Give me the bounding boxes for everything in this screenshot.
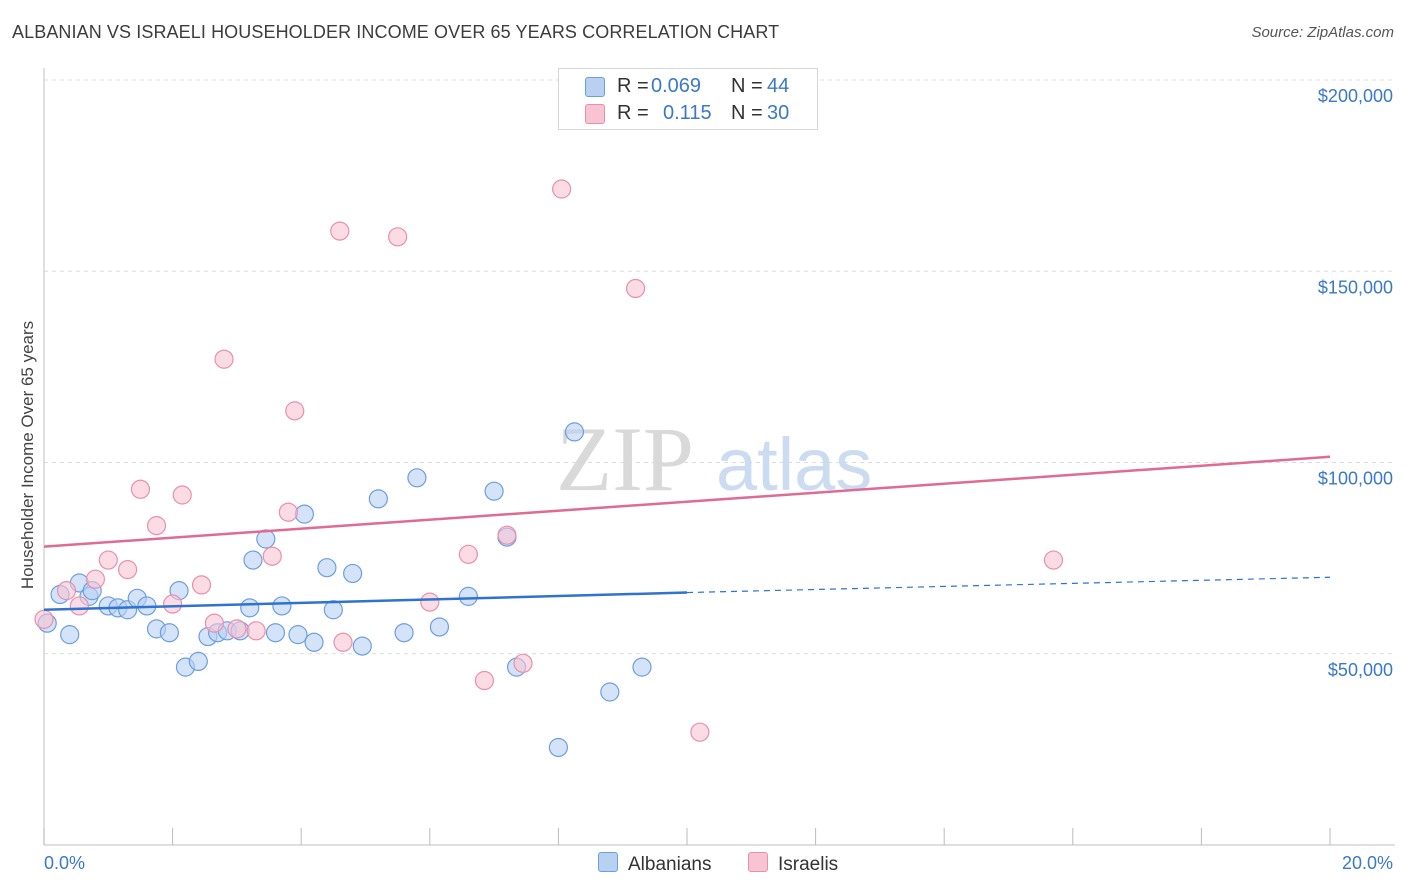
albanian-point: [272, 596, 292, 616]
israeli-point: [85, 569, 106, 589]
israeli-trend-line: [43, 455, 1331, 548]
israeli-r-value: 0.115: [663, 102, 712, 124]
israeli-point: [191, 575, 212, 595]
israeli-point: [285, 401, 305, 421]
grid-lines: [44, 79, 1395, 655]
israeli-point: [69, 596, 89, 616]
albanian-trend-line: [43, 591, 688, 612]
chart-title: ALBANIAN VS ISRAELI HOUSEHOLDER INCOME O…: [12, 22, 780, 42]
israeli-point: [130, 479, 151, 499]
israeli-point: [1043, 550, 1064, 570]
albanian-point: [368, 489, 388, 509]
r-label: R =: [617, 75, 649, 97]
israeli-point: [388, 227, 408, 247]
israeli-point: [98, 550, 118, 570]
albanians-label: Albanians: [628, 854, 712, 875]
axes: [43, 68, 1395, 846]
israeli-point: [625, 278, 646, 299]
bottom-legend-albanians: Albanians: [598, 852, 711, 876]
israeli-point: [34, 609, 54, 629]
israeli-point: [420, 592, 440, 612]
x-tick-label-min: 0.0%: [44, 853, 85, 873]
israeli-point: [146, 516, 167, 536]
albanian-trend-extension: [686, 576, 1331, 594]
trend-lines: [43, 455, 1331, 612]
albanian-n-value: 44: [767, 75, 790, 97]
israelis-label: Israelis: [778, 854, 839, 875]
israeli-point: [262, 546, 282, 566]
albanian-point: [323, 600, 343, 620]
albanian-point: [60, 625, 80, 645]
israeli-point: [690, 722, 710, 742]
correlation-legend: R = 0.069 N = 44 R = 0.115 N = 30: [558, 68, 818, 130]
albanian-point: [407, 468, 427, 488]
israeli-point: [552, 179, 572, 199]
albanian-point: [304, 632, 324, 652]
albanian-point: [600, 682, 620, 702]
albanian-swatch: [585, 77, 605, 97]
albanian-point: [317, 558, 337, 578]
albanian-r-value: 0.069: [651, 75, 702, 97]
albanian-point: [458, 586, 478, 606]
israeli-point: [227, 619, 247, 639]
chart-source: Source: ZipAtlas.com: [1251, 24, 1394, 41]
israeli-point: [117, 559, 138, 580]
israeli-swatch: [585, 104, 605, 124]
albanian-point: [343, 563, 363, 584]
n-label: N =: [731, 102, 763, 124]
israeli-point: [474, 670, 495, 691]
albanian-point: [265, 623, 286, 643]
y-tick-label: $50,000: [1328, 660, 1393, 680]
israeli-point: [163, 594, 183, 614]
israelis-swatch: [748, 852, 768, 872]
x-tick-label-max: 20.0%: [1342, 853, 1393, 873]
albanian-point: [188, 651, 208, 672]
albanian-point: [429, 617, 450, 637]
israeli-point: [497, 525, 517, 545]
israeli-point: [246, 621, 266, 641]
israeli-point: [330, 221, 350, 241]
albanian-point: [548, 737, 569, 758]
albanian-point: [288, 625, 308, 645]
watermark: ZIP atlas: [556, 408, 872, 510]
albanian-point: [352, 636, 372, 656]
watermark-atlas: atlas: [716, 423, 872, 506]
y-tick-label: $200,000: [1318, 86, 1393, 106]
israeli-point: [513, 653, 533, 673]
israeli-points: [34, 179, 1064, 742]
albanian-point: [564, 422, 585, 442]
israeli-point: [333, 632, 353, 652]
israeli-point: [458, 544, 478, 564]
albanians-swatch: [598, 852, 618, 872]
israeli-n-value: 30: [767, 102, 790, 124]
albanian-point: [159, 623, 179, 643]
tick-labels: $50,000 $100,000 $150,000 $200,000 0.0% 20.0%: [44, 86, 1393, 873]
israeli-point: [56, 581, 77, 601]
albanian-point: [632, 657, 652, 677]
y-tick-label: $100,000: [1318, 469, 1393, 489]
israeli-point: [278, 502, 298, 522]
albanian-point: [243, 550, 263, 570]
albanian-point: [484, 481, 504, 501]
israeli-point: [172, 485, 192, 505]
r-label: R =: [617, 102, 649, 124]
israeli-point: [204, 613, 224, 633]
albanian-point: [294, 504, 315, 524]
israeli-point: [214, 349, 234, 369]
bottom-legend-israelis: Israelis: [748, 852, 838, 876]
albanian-point: [240, 598, 260, 618]
y-tick-label: $150,000: [1318, 277, 1393, 297]
albanian-point: [394, 623, 414, 643]
n-label: N =: [731, 75, 763, 97]
